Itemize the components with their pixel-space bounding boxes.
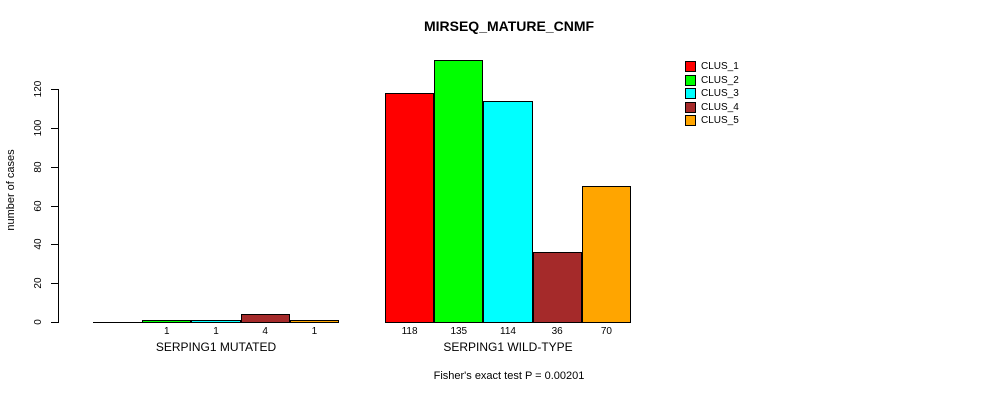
legend-item-clus_3: CLUS_3 — [685, 88, 739, 99]
legend-swatch-icon — [685, 88, 696, 99]
bar-clus_4-group1 — [240, 314, 290, 322]
y-axis-tick — [51, 244, 58, 246]
bar-value-label: 1 — [311, 326, 318, 337]
x-axis-group-label: SERPING1 MUTATED — [155, 340, 277, 354]
x-axis-baseline — [385, 322, 631, 323]
y-axis-tick — [51, 205, 58, 207]
bar-clus_2-group2 — [434, 60, 484, 322]
legend-label: CLUS_4 — [701, 101, 739, 113]
legend-item-clus_2: CLUS_2 — [685, 74, 739, 86]
y-axis-tick-label: 60 — [32, 199, 44, 212]
bar-clus_5-group2 — [581, 186, 631, 322]
bar-value-label: 1 — [213, 326, 219, 337]
legend-swatch-icon — [685, 74, 696, 86]
bar-value-label: 135 — [450, 326, 468, 337]
legend-label: CLUS_3 — [701, 88, 739, 99]
bar-value-label: 118 — [401, 326, 418, 337]
legend-swatch-icon — [685, 115, 696, 126]
x-axis-baseline — [93, 322, 339, 323]
y-axis-tick — [51, 322, 58, 323]
y-axis-tick — [51, 166, 58, 168]
y-axis-line — [58, 89, 59, 323]
y-axis-tick-label: 0 — [32, 319, 44, 325]
legend-swatch-icon — [685, 101, 696, 113]
y-axis-tick — [51, 283, 58, 285]
y-axis-label: number of cases — [5, 149, 17, 231]
y-axis-tick-label: 120 — [32, 80, 44, 98]
bar-value-label: 36 — [551, 326, 563, 337]
chart-title: MIRSEQ_MATURE_CNMF — [423, 18, 595, 34]
bar-clus_4-group2 — [532, 252, 582, 322]
bar-clus_1-group2 — [385, 93, 435, 322]
y-axis-tick-label: 80 — [32, 161, 44, 173]
legend: CLUS_1 CLUS_2 CLUS_3 CLUS_4 CLUS_5 — [685, 61, 739, 129]
bar-value-label: 70 — [600, 326, 612, 337]
bar-clus_3-group2 — [483, 101, 533, 322]
x-axis-group-label: SERPING1 WILD-TYPE — [443, 340, 573, 354]
y-axis-tick — [51, 89, 58, 90]
y-axis-tick — [51, 127, 58, 129]
bar-value-label: 1 — [164, 326, 170, 337]
bar-value-label: 4 — [262, 326, 268, 337]
legend-item-clus_1: CLUS_1 — [685, 61, 739, 72]
y-axis-tick-label: 20 — [32, 277, 44, 289]
legend-item-clus_4: CLUS_4 — [685, 101, 739, 113]
bar-clus_2-group1 — [142, 320, 192, 322]
bar-clus_3-group1 — [191, 320, 241, 322]
legend-swatch-icon — [685, 61, 696, 72]
legend-label: CLUS_1 — [701, 61, 739, 72]
y-axis-tick-label: 40 — [32, 238, 44, 250]
bar-value-label: 114 — [500, 326, 516, 337]
bar-clus_5-group1 — [289, 320, 339, 322]
footnote: Fisher's exact test P = 0.00201 — [433, 370, 585, 382]
legend-label: CLUS_5 — [701, 115, 739, 126]
y-axis-tick-label: 100 — [32, 119, 44, 137]
legend-label: CLUS_2 — [701, 74, 739, 86]
legend-item-clus_5: CLUS_5 — [685, 115, 739, 126]
